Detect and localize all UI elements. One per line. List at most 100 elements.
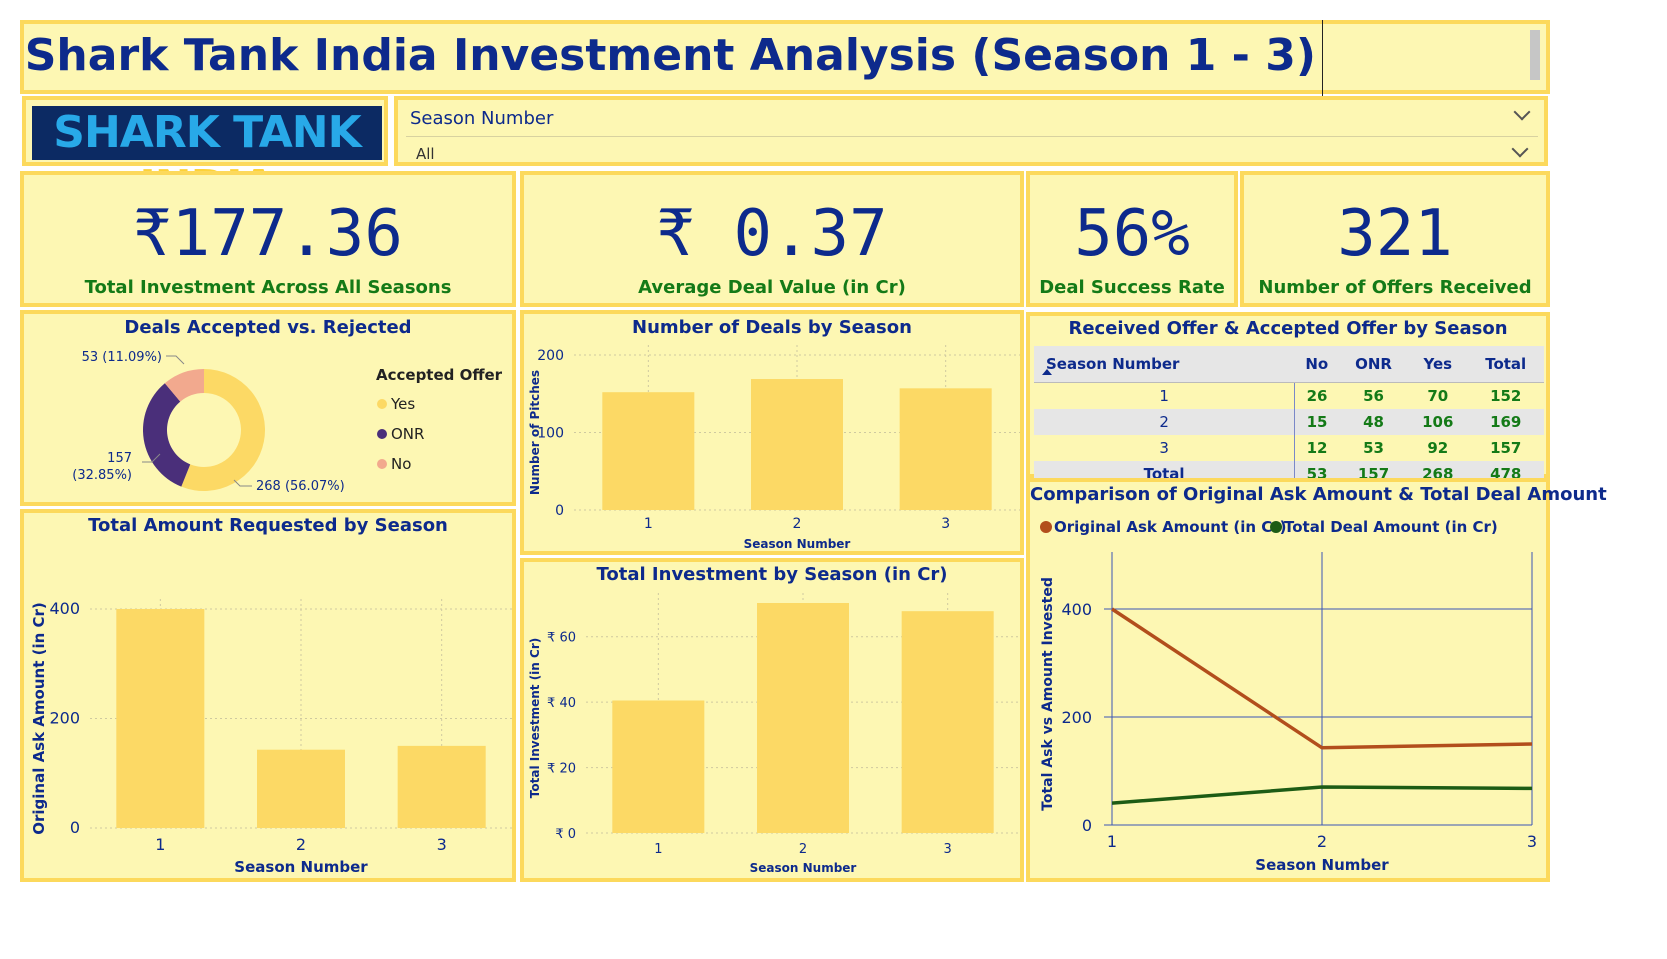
kpi-value: 321 <box>1337 197 1453 271</box>
y-tick-label: 200 <box>1061 708 1092 727</box>
slicer-value: All <box>416 145 435 163</box>
leader-line <box>142 453 161 463</box>
legend-label: Total Deal Amount (in Cr) <box>1284 518 1498 536</box>
y-tick-label: ₹ 20 <box>547 762 576 777</box>
legend-label: Original Ask Amount (in Cr) <box>1054 518 1287 536</box>
series-line <box>1111 607 1533 750</box>
y-tick-label: ₹ 60 <box>547 631 576 646</box>
x-tick-label: 3 <box>944 842 952 857</box>
x-axis-label: Season Number <box>234 858 368 876</box>
chart-title: Total Amount Requested by Season <box>88 515 448 536</box>
leader-line <box>233 479 252 487</box>
table-row: 1 26 56 70 152 <box>1034 382 1544 409</box>
chevron-down-icon[interactable] <box>1513 103 1531 121</box>
table-cell: 157 <box>1490 439 1522 457</box>
season-slicer[interactable]: Season Number All <box>394 96 1548 166</box>
donut-slice-yes <box>181 369 265 491</box>
legend-label: No <box>391 455 411 473</box>
y-tick-label: 100 <box>537 426 564 442</box>
table-cell: 152 <box>1490 387 1522 405</box>
data-label-yes: 268 (56.07%) <box>256 479 345 494</box>
x-tick-label: 2 <box>1317 832 1327 851</box>
shark-tank-india-logo: SHARK TANK INDIA <box>32 106 382 212</box>
offer-matrix-panel: Received Offer & Accepted Offer by Seaso… <box>1026 312 1550 487</box>
row-label: 2 <box>1034 409 1296 435</box>
table-cell: 15 <box>1294 409 1339 435</box>
y-tick-label: 0 <box>1082 816 1092 835</box>
x-tick-label: 2 <box>793 516 802 532</box>
bar <box>116 609 205 828</box>
x-tick-label: 2 <box>799 842 807 857</box>
column-header[interactable]: Yes <box>1408 346 1468 383</box>
x-tick-label: 2 <box>296 835 306 854</box>
column-header[interactable]: ONR <box>1338 346 1409 383</box>
x-tick-label: 3 <box>1527 832 1537 851</box>
y-tick-label: 0 <box>555 503 564 519</box>
table-cell: 169 <box>1467 409 1544 435</box>
chart-title: Deals Accepted vs. Rejected <box>124 317 412 338</box>
x-tick-label: 3 <box>941 516 950 532</box>
column-header[interactable]: No <box>1294 346 1339 383</box>
table-cell: 70 <box>1427 387 1449 405</box>
table-row: 2 15 48 106 169 <box>1034 409 1544 435</box>
line-chart-comparison: Original Ask Amount (in Cr)Total Deal Am… <box>1040 518 1537 874</box>
column-header[interactable]: Total <box>1467 346 1544 383</box>
slicer-dropdown[interactable]: All <box>406 136 1538 165</box>
data-label-no: 53 (11.09%) <box>82 350 162 365</box>
x-axis-label: Season Number <box>1255 856 1389 874</box>
bar <box>751 379 843 510</box>
chart-title: Number of Deals by Season <box>632 317 912 338</box>
x-tick-label: 1 <box>1107 832 1117 851</box>
legend-marker <box>377 399 387 409</box>
donut-chart: 268 (56.07%) 157 (32.85%) 53 (11.09%) Accept… <box>72 350 503 494</box>
legend-marker <box>1040 521 1052 533</box>
kpi-label: Deal Success Rate <box>1039 277 1225 298</box>
chart-title: Total Investment by Season (in Cr) <box>596 564 948 585</box>
table-cell: 48 <box>1338 409 1409 435</box>
table-cell: 106 <box>1408 409 1468 435</box>
bar <box>257 749 345 828</box>
y-tick-label: 200 <box>537 348 564 364</box>
offer-matrix-table: Season Number No ONR Yes Total 1 26 56 7… <box>1034 346 1544 487</box>
y-axis-label: Total Investment (in Cr) <box>528 638 542 798</box>
y-tick-label: ₹ 0 <box>555 827 576 842</box>
y-tick-label: 400 <box>49 599 80 618</box>
x-tick-label: 1 <box>155 835 165 854</box>
bar-chart-deals: 0 100 200 1 2 3 Season Number Number of Pitches <box>528 345 1020 551</box>
bar <box>602 392 695 510</box>
page-title: Shark Tank India Investment Analysis (Se… <box>24 30 1316 81</box>
legend-marker <box>377 459 387 469</box>
table-row: 3 12 53 92 157 <box>1034 435 1544 461</box>
series-line <box>1111 785 1533 805</box>
kpi-card-offers-received: 321 Number of Offers Received <box>1240 171 1550 307</box>
scrollbar-thumb[interactable] <box>1530 30 1540 80</box>
y-tick-label: ₹ 40 <box>547 696 576 711</box>
donut-slice-no <box>164 369 204 402</box>
table-cell: 56 <box>1363 387 1384 405</box>
legend-marker <box>1270 521 1282 533</box>
row-label: 1 <box>1034 382 1296 409</box>
chart-title: Comparison of Original Ask Amount & Tota… <box>1030 484 1607 505</box>
kpi-card-total-investment: ₹177.36 Total Investment Across All Seas… <box>20 171 516 307</box>
kpi-label: Average Deal Value (in Cr) <box>638 277 906 298</box>
legend-marker <box>377 429 387 439</box>
legend-title: Accepted Offer <box>376 366 503 384</box>
chevron-down-icon[interactable] <box>1511 140 1529 158</box>
table-cell: 12 <box>1306 439 1328 457</box>
y-tick-label: 200 <box>49 709 80 728</box>
slicer-label: Season Number <box>410 108 554 129</box>
row-label: 3 <box>1034 435 1296 461</box>
logo-panel: SHARK TANK INDIA <box>22 96 388 212</box>
y-axis-label: Original Ask Amount (in Cr) <box>30 602 48 835</box>
comparison-panel: Comparison of Original Ask Amount & Tota… <box>1026 478 1607 882</box>
kpi-value: ₹ 0.37 <box>656 197 888 271</box>
sort-ascending-icon[interactable] <box>1042 368 1052 376</box>
legend-label: ONR <box>391 425 424 443</box>
donut-slice-onr <box>143 383 191 487</box>
y-tick-label: 400 <box>1061 600 1092 619</box>
amount-requested-panel: Total Amount Requested by Season 0 200 400… <box>20 509 516 882</box>
bar <box>901 611 994 833</box>
deals-by-season-panel: Number of Deals by Season 0 100 200 1 2 3 Seas… <box>520 310 1024 555</box>
text-cursor <box>1322 20 1323 100</box>
column-header[interactable]: Season Number <box>1034 346 1295 383</box>
